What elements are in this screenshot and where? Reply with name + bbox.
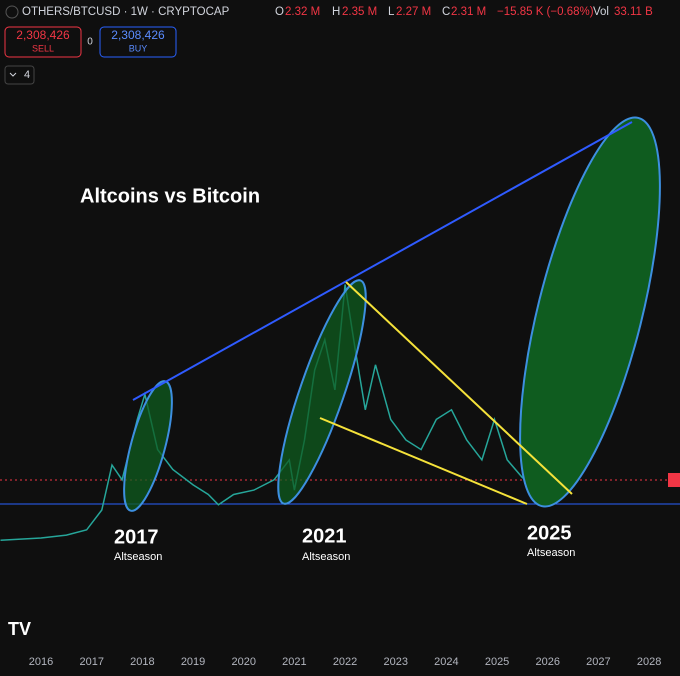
indicator-count: 4 <box>24 69 30 81</box>
season-label: Altseason <box>527 547 575 559</box>
indicator-toggle[interactable] <box>4 65 35 85</box>
vol-label: Vol <box>593 6 609 18</box>
x-tick-label: 2022 <box>333 656 357 668</box>
sell-button[interactable] <box>4 26 82 58</box>
chevron <box>9 72 17 77</box>
l: 2.27 M <box>396 6 431 18</box>
x-tick-label: 2023 <box>383 656 407 668</box>
c-label: C <box>442 6 450 18</box>
ellipse-2025 <box>519 116 661 508</box>
x-tick-label: 2021 <box>282 656 306 668</box>
sell-price: 2,308,426 <box>16 28 70 42</box>
symbol: OTHERS/BTCUSD · 1W · CRYPTOCAP <box>22 6 230 18</box>
x-tick-label: 2020 <box>231 656 255 668</box>
vol: 33.11 B <box>614 6 653 18</box>
x-tick-label: 2018 <box>130 656 154 668</box>
ellipse-2021 <box>277 279 367 505</box>
x-tick-label: 2028 <box>637 656 661 668</box>
ellipse-2017 <box>123 380 173 512</box>
x-tick-label: 2025 <box>485 656 509 668</box>
x-tick-label: 2016 <box>29 656 53 668</box>
price-tag <box>668 473 680 487</box>
year-label: 2021 <box>302 525 347 547</box>
annotation-title: Altcoins vs Bitcoin <box>80 185 260 207</box>
trendline <box>132 121 633 401</box>
x-tick-label: 2027 <box>586 656 610 668</box>
season-label: Altseason <box>302 551 350 563</box>
wedge-top <box>345 281 573 495</box>
year-label: 2017 <box>114 526 159 548</box>
h: 2.35 M <box>342 6 377 18</box>
h-label: H <box>332 6 340 18</box>
buy-price: 2,308,426 <box>111 28 165 42</box>
logo: TV <box>8 619 31 639</box>
o: 2.32 M <box>285 6 320 18</box>
year-label: 2025 <box>527 522 572 544</box>
symbol-icon <box>5 5 19 19</box>
buy-button[interactable] <box>99 26 177 58</box>
o-label: O <box>275 6 284 18</box>
x-tick-label: 2026 <box>536 656 560 668</box>
x-tick-label: 2019 <box>181 656 205 668</box>
wedge-bottom <box>319 417 528 505</box>
c: 2.31 M <box>451 6 486 18</box>
x-tick-label: 2017 <box>79 656 103 668</box>
x-tick-label: 2024 <box>434 656 458 668</box>
sell-label: SELL <box>32 43 54 53</box>
l-label: L <box>388 6 395 18</box>
change: −15.85 K (−0.68%) <box>497 6 594 18</box>
spread: 0 <box>87 37 93 48</box>
season-label: Altseason <box>114 551 162 563</box>
buy-label: BUY <box>129 43 148 53</box>
